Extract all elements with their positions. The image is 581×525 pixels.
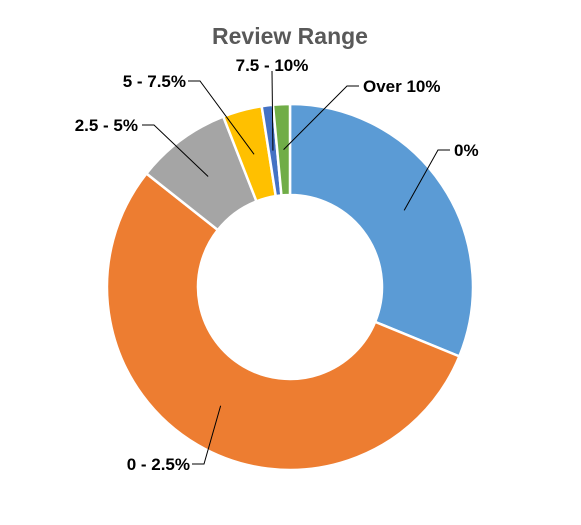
leader-lines-group — [142, 70, 450, 465]
slice-0 — [288, 102, 475, 359]
data-label-3: 5 - 7.5% — [123, 72, 186, 91]
data-label-4: 7.5 - 10% — [236, 56, 309, 75]
data-label-0: 0% — [454, 141, 479, 160]
leader-line-5 — [283, 85, 359, 151]
slice-1 — [105, 171, 461, 472]
leader-line-0 — [403, 149, 450, 211]
data-label-2: 2.5 - 5% — [75, 116, 138, 135]
leader-line-1 — [192, 405, 222, 465]
labels-group: 0% 0 - 2.5% 2.5 - 5% 5 - 7.5% 7.5 - 10% Over … — [75, 56, 479, 474]
leader-line-2 — [142, 124, 209, 177]
data-label-1: 0 - 2.5% — [127, 455, 190, 474]
chart-title: Review Range — [212, 23, 368, 49]
data-label-5: Over 10% — [363, 77, 441, 96]
leader-line-4 — [271, 70, 274, 151]
leader-line-3 — [188, 80, 255, 155]
slice-5 — [271, 102, 292, 197]
slices-group — [105, 102, 475, 472]
